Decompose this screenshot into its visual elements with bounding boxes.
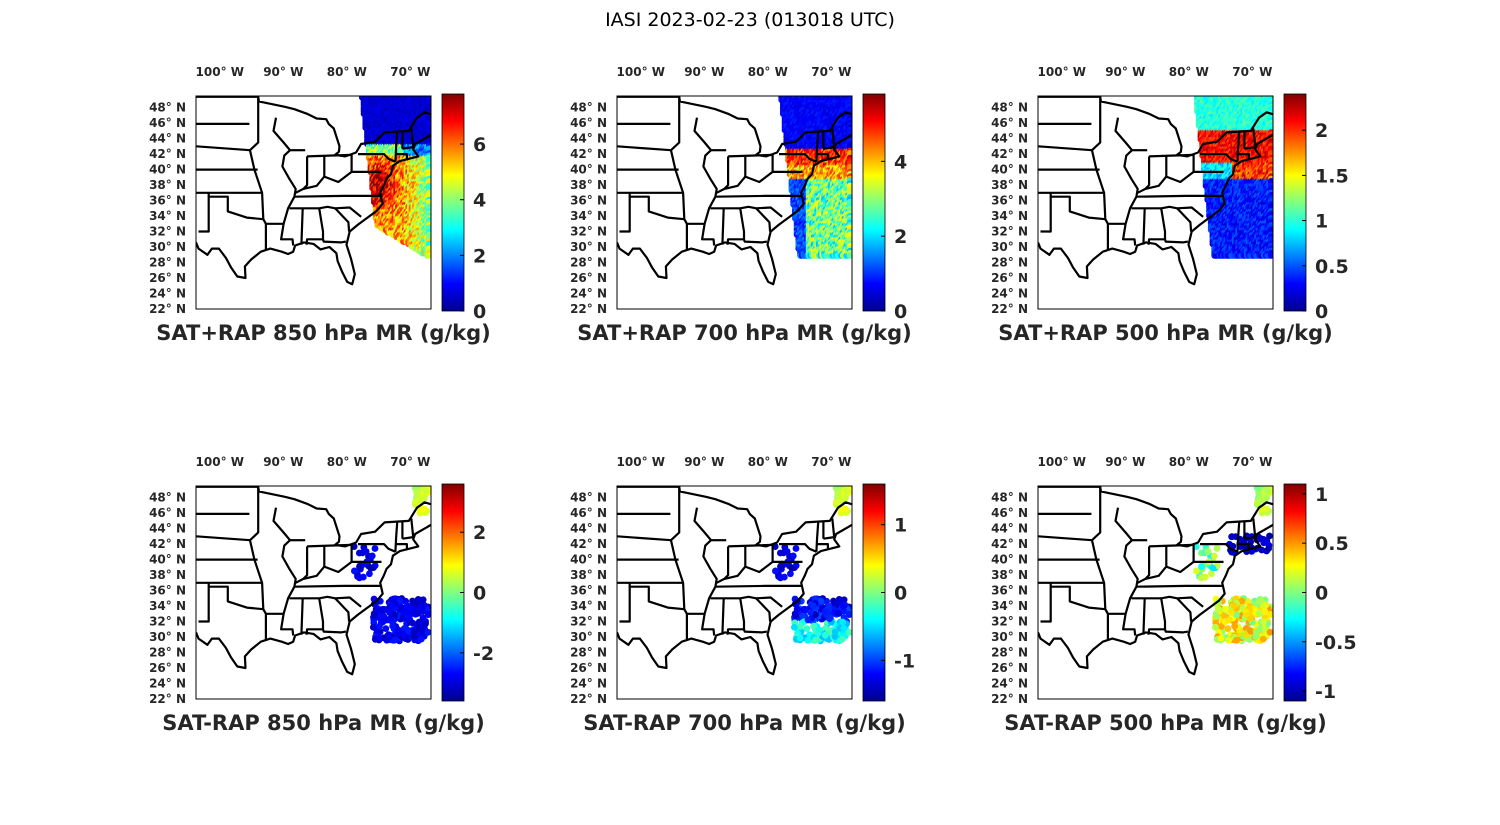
colorbar-tick-label: 2 (473, 245, 486, 267)
figure-title: IASI 2023-02-23 (013018 UTC) (605, 9, 895, 31)
lon-tick-label: 80° W (748, 65, 788, 79)
state-border (628, 192, 685, 221)
state-border (294, 194, 381, 198)
data-layer (358, 96, 431, 259)
state-border (321, 238, 347, 244)
lat-tick-label: 46° N (149, 116, 186, 130)
colorbar (862, 93, 886, 312)
lat-tick-label: 26° N (149, 271, 186, 285)
state-border (289, 205, 362, 218)
data-layer (778, 96, 852, 259)
colorbar-tick-label: 0 (894, 301, 907, 323)
map-panel-3: 100° W 90° W 80° W 70° W48° N46° N44° N42° … (991, 65, 1349, 345)
lat-tick-label: 32° N (570, 225, 607, 239)
state-border (248, 96, 267, 250)
state-border (823, 128, 836, 150)
lon-tick-label: 90° W (684, 65, 724, 79)
state-border (295, 156, 309, 194)
lat-tick-label: 24° N (570, 287, 607, 301)
state-border (303, 154, 353, 190)
panel-title: SAT+RAP 700 hPa MR (g/kg) (577, 321, 911, 345)
state-border (280, 223, 295, 246)
lat-tick-label: 40° N (149, 163, 186, 177)
state-border (300, 208, 304, 245)
map-border (616, 95, 853, 310)
map-border (195, 95, 432, 310)
swath-point (846, 252, 852, 259)
state-borders (196, 96, 431, 286)
state-border (198, 196, 210, 233)
lat-tick-label: 28° N (149, 256, 186, 270)
lat-tick-label: 42° N (570, 147, 607, 161)
map-panel-1: 100° W 90° W 80° W 70° W 48° N46° N 44° N42° … (149, 65, 491, 345)
colorbar-tick-label: 4 (894, 151, 907, 173)
state-border (396, 153, 408, 160)
state-border (721, 208, 725, 245)
lat-tick-label: 22° N (570, 302, 607, 316)
state-border (817, 153, 829, 160)
lat-tick-label: 44° N (149, 132, 186, 146)
state-border (669, 96, 688, 250)
state-border (742, 238, 768, 244)
state-borders (617, 96, 852, 286)
colorbar-tick-label: 4 (473, 190, 486, 212)
state-border (715, 194, 802, 198)
colorbar-tick-label: 6 (473, 134, 486, 156)
lat-tick-label: 40° N (570, 163, 607, 177)
lat-tick-label: 34° N (570, 209, 607, 223)
state-border (724, 154, 774, 190)
lat-tick-label: 34° N (149, 209, 186, 223)
state-border (307, 153, 352, 158)
lat-tick-label: 36° N (570, 194, 607, 208)
lon-tick-label: 80° W (327, 65, 367, 79)
state-border (394, 130, 399, 162)
lon-tick-label: 70° W (811, 65, 851, 79)
lat-tick-label: 38° N (149, 178, 186, 192)
coastline (196, 96, 431, 286)
state-border (334, 207, 351, 232)
state-border (619, 196, 631, 233)
coastline (617, 96, 852, 286)
lon-tick-label: 100° W (196, 65, 244, 79)
lat-tick-label: 44° N (570, 132, 607, 146)
lat-tick-label: 38° N (570, 178, 607, 192)
lon-tick-label: 100° W (617, 65, 665, 79)
state-border (701, 223, 716, 246)
lat-tick-label: 24° N (149, 287, 186, 301)
state-border (710, 205, 783, 218)
panel-title: SAT+RAP 850 hPa MR (g/kg) (156, 321, 490, 345)
state-border (617, 145, 672, 152)
state-border (265, 117, 297, 225)
state-border (686, 117, 718, 225)
lat-tick-label: 30° N (570, 240, 607, 254)
map-panel-2: 100° W 90° W 80° W 70° W 48° N46° N 44° N42° … (570, 65, 912, 345)
lon-tick-label: 70° W (390, 65, 430, 79)
lat-tick-label: 32° N (149, 225, 186, 239)
lon-tick-label: 90° W (263, 65, 303, 79)
state-border (402, 128, 415, 150)
lat-tick-label: 28° N (570, 256, 607, 270)
state-border (728, 153, 773, 158)
state-border (755, 207, 772, 232)
swath-point (425, 252, 431, 259)
lat-tick-label: 26° N (570, 271, 607, 285)
lat-tick-label: 36° N (149, 194, 186, 208)
lat-tick-label: 22° N (149, 302, 186, 316)
state-border (207, 192, 264, 221)
state-border (716, 156, 730, 194)
state-border (815, 130, 820, 162)
lat-tick-label: 30° N (149, 240, 186, 254)
colorbar (441, 93, 465, 312)
lat-tick-label: 42° N (149, 147, 186, 161)
lat-tick-label: 48° N (149, 101, 186, 115)
colorbar-tick-label: 2 (894, 226, 907, 248)
state-border (358, 153, 396, 163)
state-border (779, 153, 817, 163)
state-border (196, 145, 251, 152)
lat-tick-label: 46° N (570, 116, 607, 130)
lat-tick-label: 48° N (570, 101, 607, 115)
colorbar-tick-label: 0 (473, 301, 486, 323)
